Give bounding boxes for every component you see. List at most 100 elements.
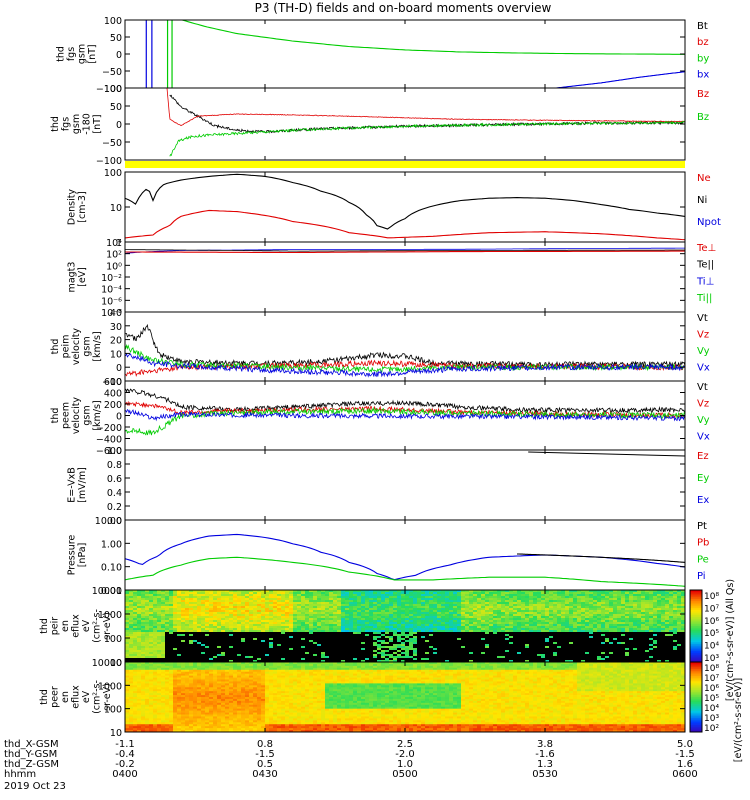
spectrogram-cell (133, 618, 138, 621)
spectrogram-cell (149, 658, 154, 661)
spectrogram-cell (297, 614, 302, 617)
spectrogram-cell (613, 660, 618, 663)
spectrogram-cell (165, 634, 170, 637)
spectrogram-cell (269, 652, 274, 655)
spectrogram-cell (457, 622, 462, 625)
spectrogram-cell (429, 594, 434, 597)
spectrogram-cell (329, 618, 334, 621)
spectrogram-cell (353, 624, 358, 627)
spectrogram-cell (557, 652, 562, 655)
spectrogram-cell (129, 642, 134, 645)
spectrogram-cell (593, 624, 598, 627)
spectrogram-cell (441, 620, 446, 623)
spectrogram-cell (525, 612, 530, 615)
spectrogram-cell (397, 600, 402, 603)
spectrogram-cell (241, 654, 246, 657)
spectrogram-cell (273, 648, 278, 651)
spectrogram-cell (257, 608, 262, 611)
spectrogram-cell (505, 618, 510, 621)
spectrogram-cell (557, 616, 562, 619)
spectrogram-cell (549, 600, 554, 603)
spectrogram-cell (129, 624, 134, 627)
spectrogram-cell (129, 596, 134, 599)
spectrogram-cell (501, 656, 506, 659)
spectrogram-cell (437, 630, 442, 633)
spectrogram-cell (361, 650, 366, 653)
spectrogram-cell (253, 622, 258, 625)
spectrogram-cell (145, 602, 150, 605)
spectrogram-cell (489, 642, 494, 645)
spectrogram-cell (273, 600, 278, 603)
spectrogram-cell (197, 606, 202, 609)
spectrogram-cell (157, 654, 162, 657)
spectrogram-cell (213, 624, 218, 627)
spectrogram-cell (521, 636, 526, 639)
spectrogram-cell (361, 628, 366, 631)
spectrogram-cell (345, 614, 350, 617)
spectrogram-cell (617, 608, 622, 611)
spectrogram-cell (477, 652, 482, 655)
spectrogram-cell (457, 652, 462, 655)
spectrogram-cell (369, 638, 374, 641)
spectrogram-cell (453, 636, 458, 639)
spectrogram-cell (421, 654, 426, 657)
spectrogram-cell (465, 624, 470, 627)
spectrogram-cell (469, 594, 474, 597)
spectrogram-cell (293, 600, 298, 603)
spectrogram-cell (513, 610, 518, 613)
spectrogram-cell (577, 658, 582, 661)
spectrogram-cell (561, 606, 566, 609)
spectrogram-cell (233, 610, 238, 613)
spectrogram-cell (405, 648, 410, 651)
spectrogram-cell (337, 650, 342, 653)
spectrogram-cell (201, 594, 206, 597)
spectrogram-cell (561, 634, 566, 637)
spectrogram-cell (433, 658, 438, 661)
spectrogram-cell (165, 654, 170, 657)
spectrogram-cell (229, 592, 234, 595)
spectrogram-cell (401, 620, 406, 623)
spectrogram-cell (321, 644, 326, 647)
spectrogram-cell (285, 642, 290, 645)
spectrogram-cell (217, 638, 222, 641)
spectrogram-cell (445, 612, 450, 615)
spectrogram-cell (145, 608, 150, 611)
spectrogram-cell (145, 646, 150, 649)
spectrogram-cell (365, 632, 370, 635)
y-tick-label: 0.6 (107, 474, 122, 485)
spectrogram-cell (209, 646, 214, 649)
spectrogram-cell (637, 610, 642, 613)
spectrogram-cell (517, 612, 522, 615)
spectrogram-cell (213, 604, 218, 607)
spectrogram-cell (301, 620, 306, 623)
spectrogram-cell (537, 590, 542, 593)
spectrogram-cell (221, 638, 226, 641)
spectrogram-cell (397, 644, 402, 647)
spectrogram-cell (125, 590, 130, 593)
spectrogram-cell (521, 642, 526, 645)
spectrogram-cell (513, 640, 518, 643)
spectrogram-cell (285, 644, 290, 647)
spectrogram-cell (357, 604, 362, 607)
series-vt-line (124, 388, 686, 414)
spectrogram-cell (249, 598, 254, 601)
spectrogram-cell (501, 614, 506, 617)
spectrogram-cell (253, 614, 258, 617)
spectrogram-cell (189, 614, 194, 617)
spectrogram-cell (397, 640, 402, 643)
spectrogram-cell (405, 606, 410, 609)
spectrogram-cell (181, 650, 186, 653)
spectrogram-cell (385, 622, 390, 625)
spectrogram-cell (189, 654, 194, 657)
spectrogram-cell (485, 640, 490, 643)
spectrogram-cell (193, 610, 198, 613)
spectrogram-cell (509, 640, 514, 643)
spectrogram-cell (293, 616, 298, 619)
spectrogram-cell (641, 644, 646, 647)
spectrogram-cell (313, 650, 318, 653)
spectrogram-cell (593, 596, 598, 599)
spectrogram-cell (593, 630, 598, 633)
spectrogram-cell (501, 590, 506, 593)
spectrogram-cell (189, 638, 194, 641)
